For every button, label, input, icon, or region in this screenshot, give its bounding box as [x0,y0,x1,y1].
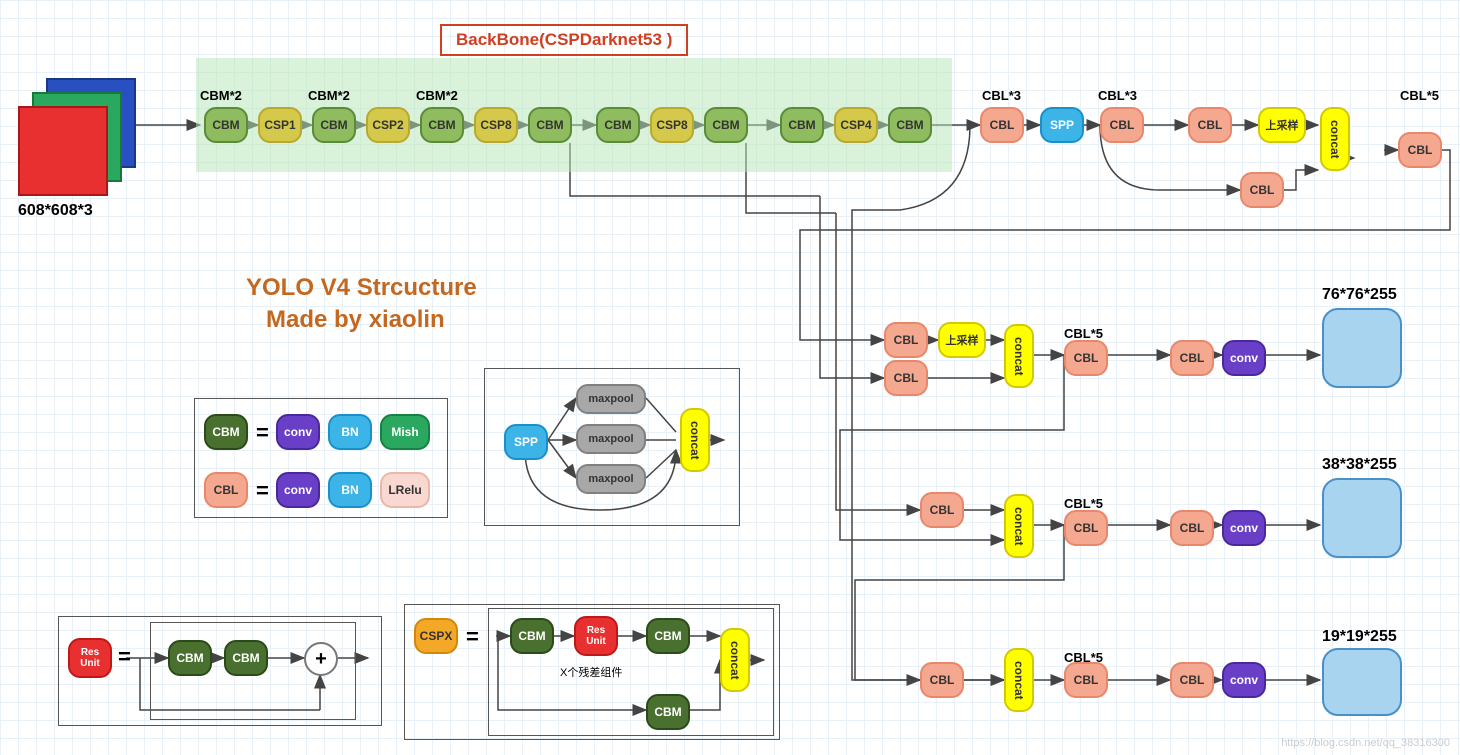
cbm2-3: CBM*2 [416,88,458,103]
cbl-h2a: CBL [920,492,964,528]
title: YOLO V4 Strcucture [246,274,477,302]
out1-lbl: 76*76*255 [1322,286,1397,304]
cbl3-1: CBL*3 [982,88,1021,103]
csp2: CSP2 [366,107,410,143]
concat-3: concat [1004,494,1034,558]
cbl3-2: CBL*3 [1098,88,1137,103]
backbone-title: BackBone(CSPDarknet53 ) [440,24,688,56]
conv-h1: conv [1222,340,1266,376]
cspx-leg: CSPX [414,618,458,654]
residual-note: X个残差组件 [560,664,622,680]
cbl-h3a: CBL [920,662,964,698]
cbm-b8: CBM [888,107,932,143]
cbm-b6: CBM [704,107,748,143]
cbl-h2b: CBL [1064,510,1108,546]
res-csp: ResUnit [574,616,618,656]
conv-leg1: conv [276,414,320,450]
cbm2-1: CBM*2 [200,88,242,103]
eq2: = [256,478,269,504]
cbm-b7: CBM [780,107,824,143]
cbm-res1: CBM [168,640,212,676]
input-red [18,106,108,196]
out3-lbl: 19*19*255 [1322,628,1397,646]
conv-h2: conv [1222,510,1266,546]
cbl-n5: CBL [1398,132,1442,168]
bn-leg1: BN [328,414,372,450]
spp-leg: SPP [504,424,548,460]
res-leg: ResUnit [68,638,112,678]
out3 [1322,648,1402,716]
csp4: CSP4 [834,107,878,143]
cbm-leg: CBM [204,414,248,450]
cbm-csp1: CBM [510,618,554,654]
input-dim: 608*608*3 [18,202,93,220]
cbm-b4: CBM [528,107,572,143]
cbl-h1d: CBL [1170,340,1214,376]
out2-lbl: 38*38*255 [1322,456,1397,474]
mish-leg: Mish [380,414,430,450]
concat-1: concat [1320,107,1350,171]
up-1: 上采样 [1258,107,1306,143]
cbm-b3: CBM [420,107,464,143]
cbl-h1a: CBL [884,322,928,358]
credit: https://blog.csdn.net/qq_38316300 [1281,737,1450,749]
mp2: maxpool [576,424,646,454]
mp3: maxpool [576,464,646,494]
subtitle: Made by xiaolin [266,306,445,334]
lrelu-leg: LRelu [380,472,430,508]
cbl-h1c: CBL [1064,340,1108,376]
bn-leg2: BN [328,472,372,508]
csp8a: CSP8 [474,107,518,143]
concat-leg1: concat [680,408,710,472]
cbl-h1b: CBL [884,360,928,396]
plus: + [304,642,338,676]
spp-n: SPP [1040,107,1084,143]
cbl-n1: CBL [980,107,1024,143]
cbm-res2: CBM [224,640,268,676]
out2 [1322,478,1402,558]
concat-4: concat [1004,648,1034,712]
cbm-b5: CBM [596,107,640,143]
cbl5-1: CBL*5 [1064,326,1103,341]
cbm-b1: CBM [204,107,248,143]
up-2: 上采样 [938,322,986,358]
mp1: maxpool [576,384,646,414]
eq3: = [118,644,131,670]
conv-leg2: conv [276,472,320,508]
out1 [1322,308,1402,388]
cbm2-2: CBM*2 [308,88,350,103]
cbl-leg: CBL [204,472,248,508]
cbm-csp2: CBM [646,618,690,654]
cbl-n2: CBL [1100,107,1144,143]
csp1: CSP1 [258,107,302,143]
conv-h3: conv [1222,662,1266,698]
cbl5-2: CBL*5 [1064,496,1103,511]
cbm-b2: CBM [312,107,356,143]
cbl-n4: CBL [1240,172,1284,208]
cbl-h3b: CBL [1064,662,1108,698]
concat-leg2: concat [720,628,750,692]
cbl-h3c: CBL [1170,662,1214,698]
cbm-csp3: CBM [646,694,690,730]
eq4: = [466,624,479,650]
csp8b: CSP8 [650,107,694,143]
eq1: = [256,420,269,446]
cbl5-t: CBL*5 [1400,88,1439,103]
concat-2: concat [1004,324,1034,388]
cbl-h2c: CBL [1170,510,1214,546]
cbl-n3: CBL [1188,107,1232,143]
